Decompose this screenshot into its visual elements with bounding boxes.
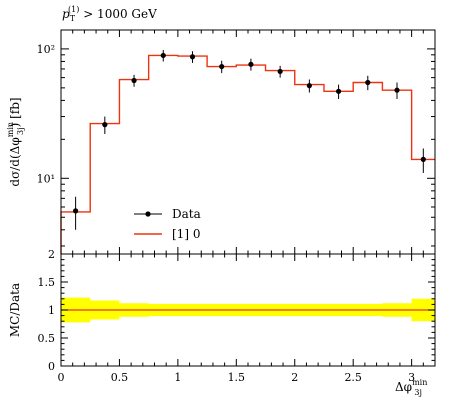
ratio-y-tick-label: 0	[48, 360, 55, 373]
ratio-y-tick-label: 2	[48, 248, 55, 261]
ratio-y-tick-label: 1.5	[38, 276, 56, 289]
x-tick-label: 1	[174, 371, 181, 384]
legend-data-label: Data	[172, 207, 201, 221]
main-y-tick-label: 10¹	[37, 172, 55, 185]
main-plot-content	[60, 50, 435, 254]
title-p: p	[62, 7, 70, 21]
data-point	[306, 83, 312, 89]
title-sup: (1)	[68, 5, 79, 14]
main-ylabel: dσ/d(Δφmin3j) [fb]	[6, 97, 25, 186]
legend-data-marker	[145, 211, 151, 217]
x-tick-label: 3	[408, 371, 415, 384]
main-panel-frame	[60, 29, 436, 255]
x-tick-label: 1.5	[228, 371, 246, 384]
x-tick-label: 2.5	[344, 371, 362, 384]
x-axis-label: Δφmin 3j	[395, 378, 427, 397]
data-point	[189, 54, 196, 60]
ratio-y-tick-label: 1	[48, 304, 55, 317]
x-tick-label: 2	[291, 371, 298, 384]
x-tick-label: 0	[58, 371, 65, 384]
legend: Data [1] 0	[134, 207, 201, 241]
main-axis-ticks: 10¹ 10²	[37, 30, 436, 254]
main-y-tick-label: 10²	[37, 43, 55, 56]
data-point	[160, 52, 166, 59]
data-point	[394, 87, 400, 93]
data-point	[73, 208, 79, 214]
ratio-plot-content	[61, 297, 435, 323]
main-panel: 10¹ 10² dσ/d(Δφmin3j) [fb] Data [1] 0	[6, 29, 436, 255]
mc-step-line	[60, 54, 435, 254]
x-tick-label: 0.5	[111, 371, 129, 384]
ratio-panel: 0 0.5 1 1.5 2 2.5 3 0 0.5 1 1.5 2 MC/Data	[8, 248, 436, 384]
ratio-axis-ticks: 0 0.5 1 1.5 2 2.5 3 0 0.5 1 1.5 2	[38, 248, 436, 384]
data-point	[420, 156, 426, 162]
legend-mc-label: [1] 0	[172, 227, 200, 241]
data-point	[248, 61, 254, 67]
title-rest: > 1000 GeV	[79, 7, 157, 21]
data-point	[131, 77, 137, 84]
data-point	[219, 63, 225, 70]
data-point	[277, 68, 283, 75]
title-sub: T	[70, 14, 76, 23]
data-point	[335, 88, 342, 94]
data-point	[365, 79, 371, 86]
chart-title: pT(1) > 1000 GeV	[62, 5, 157, 23]
ratio-ylabel: MC/Data	[8, 283, 22, 337]
ratio-y-tick-label: 0.5	[38, 332, 56, 345]
data-point	[102, 122, 108, 128]
